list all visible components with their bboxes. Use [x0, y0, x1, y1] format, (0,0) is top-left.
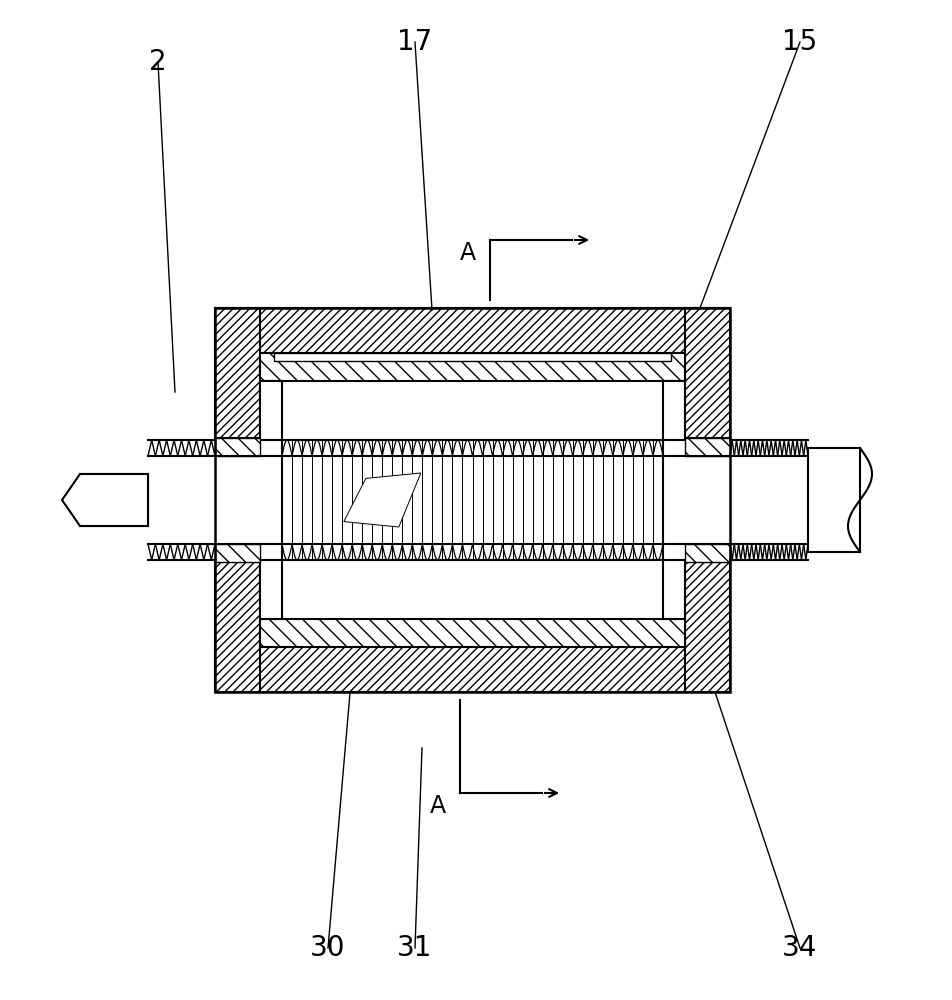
Text: 2: 2 [149, 48, 167, 76]
Polygon shape [215, 308, 730, 353]
Bar [808, 448, 860, 552]
Text: 15: 15 [783, 28, 818, 56]
Text: 34: 34 [783, 934, 818, 962]
Bar [80, 474, 148, 526]
Text: A: A [460, 241, 476, 265]
Polygon shape [62, 474, 148, 526]
Bar [260, 381, 282, 440]
Bar [274, 353, 671, 361]
Polygon shape [344, 473, 421, 527]
Polygon shape [260, 353, 685, 381]
Bar [282, 440, 663, 560]
Polygon shape [215, 647, 730, 692]
Polygon shape [685, 562, 730, 692]
Polygon shape [685, 308, 730, 438]
Bar [663, 381, 685, 440]
Bar [215, 308, 730, 692]
Polygon shape [215, 438, 260, 456]
Bar [260, 560, 282, 619]
Polygon shape [260, 619, 685, 647]
Bar [663, 560, 685, 619]
Polygon shape [215, 308, 260, 438]
Polygon shape [215, 544, 260, 562]
Polygon shape [215, 562, 260, 692]
Text: A: A [430, 794, 446, 818]
Text: 31: 31 [397, 934, 433, 962]
Polygon shape [685, 544, 730, 562]
Text: 30: 30 [310, 934, 346, 962]
Text: 17: 17 [397, 28, 432, 56]
Polygon shape [685, 438, 730, 456]
